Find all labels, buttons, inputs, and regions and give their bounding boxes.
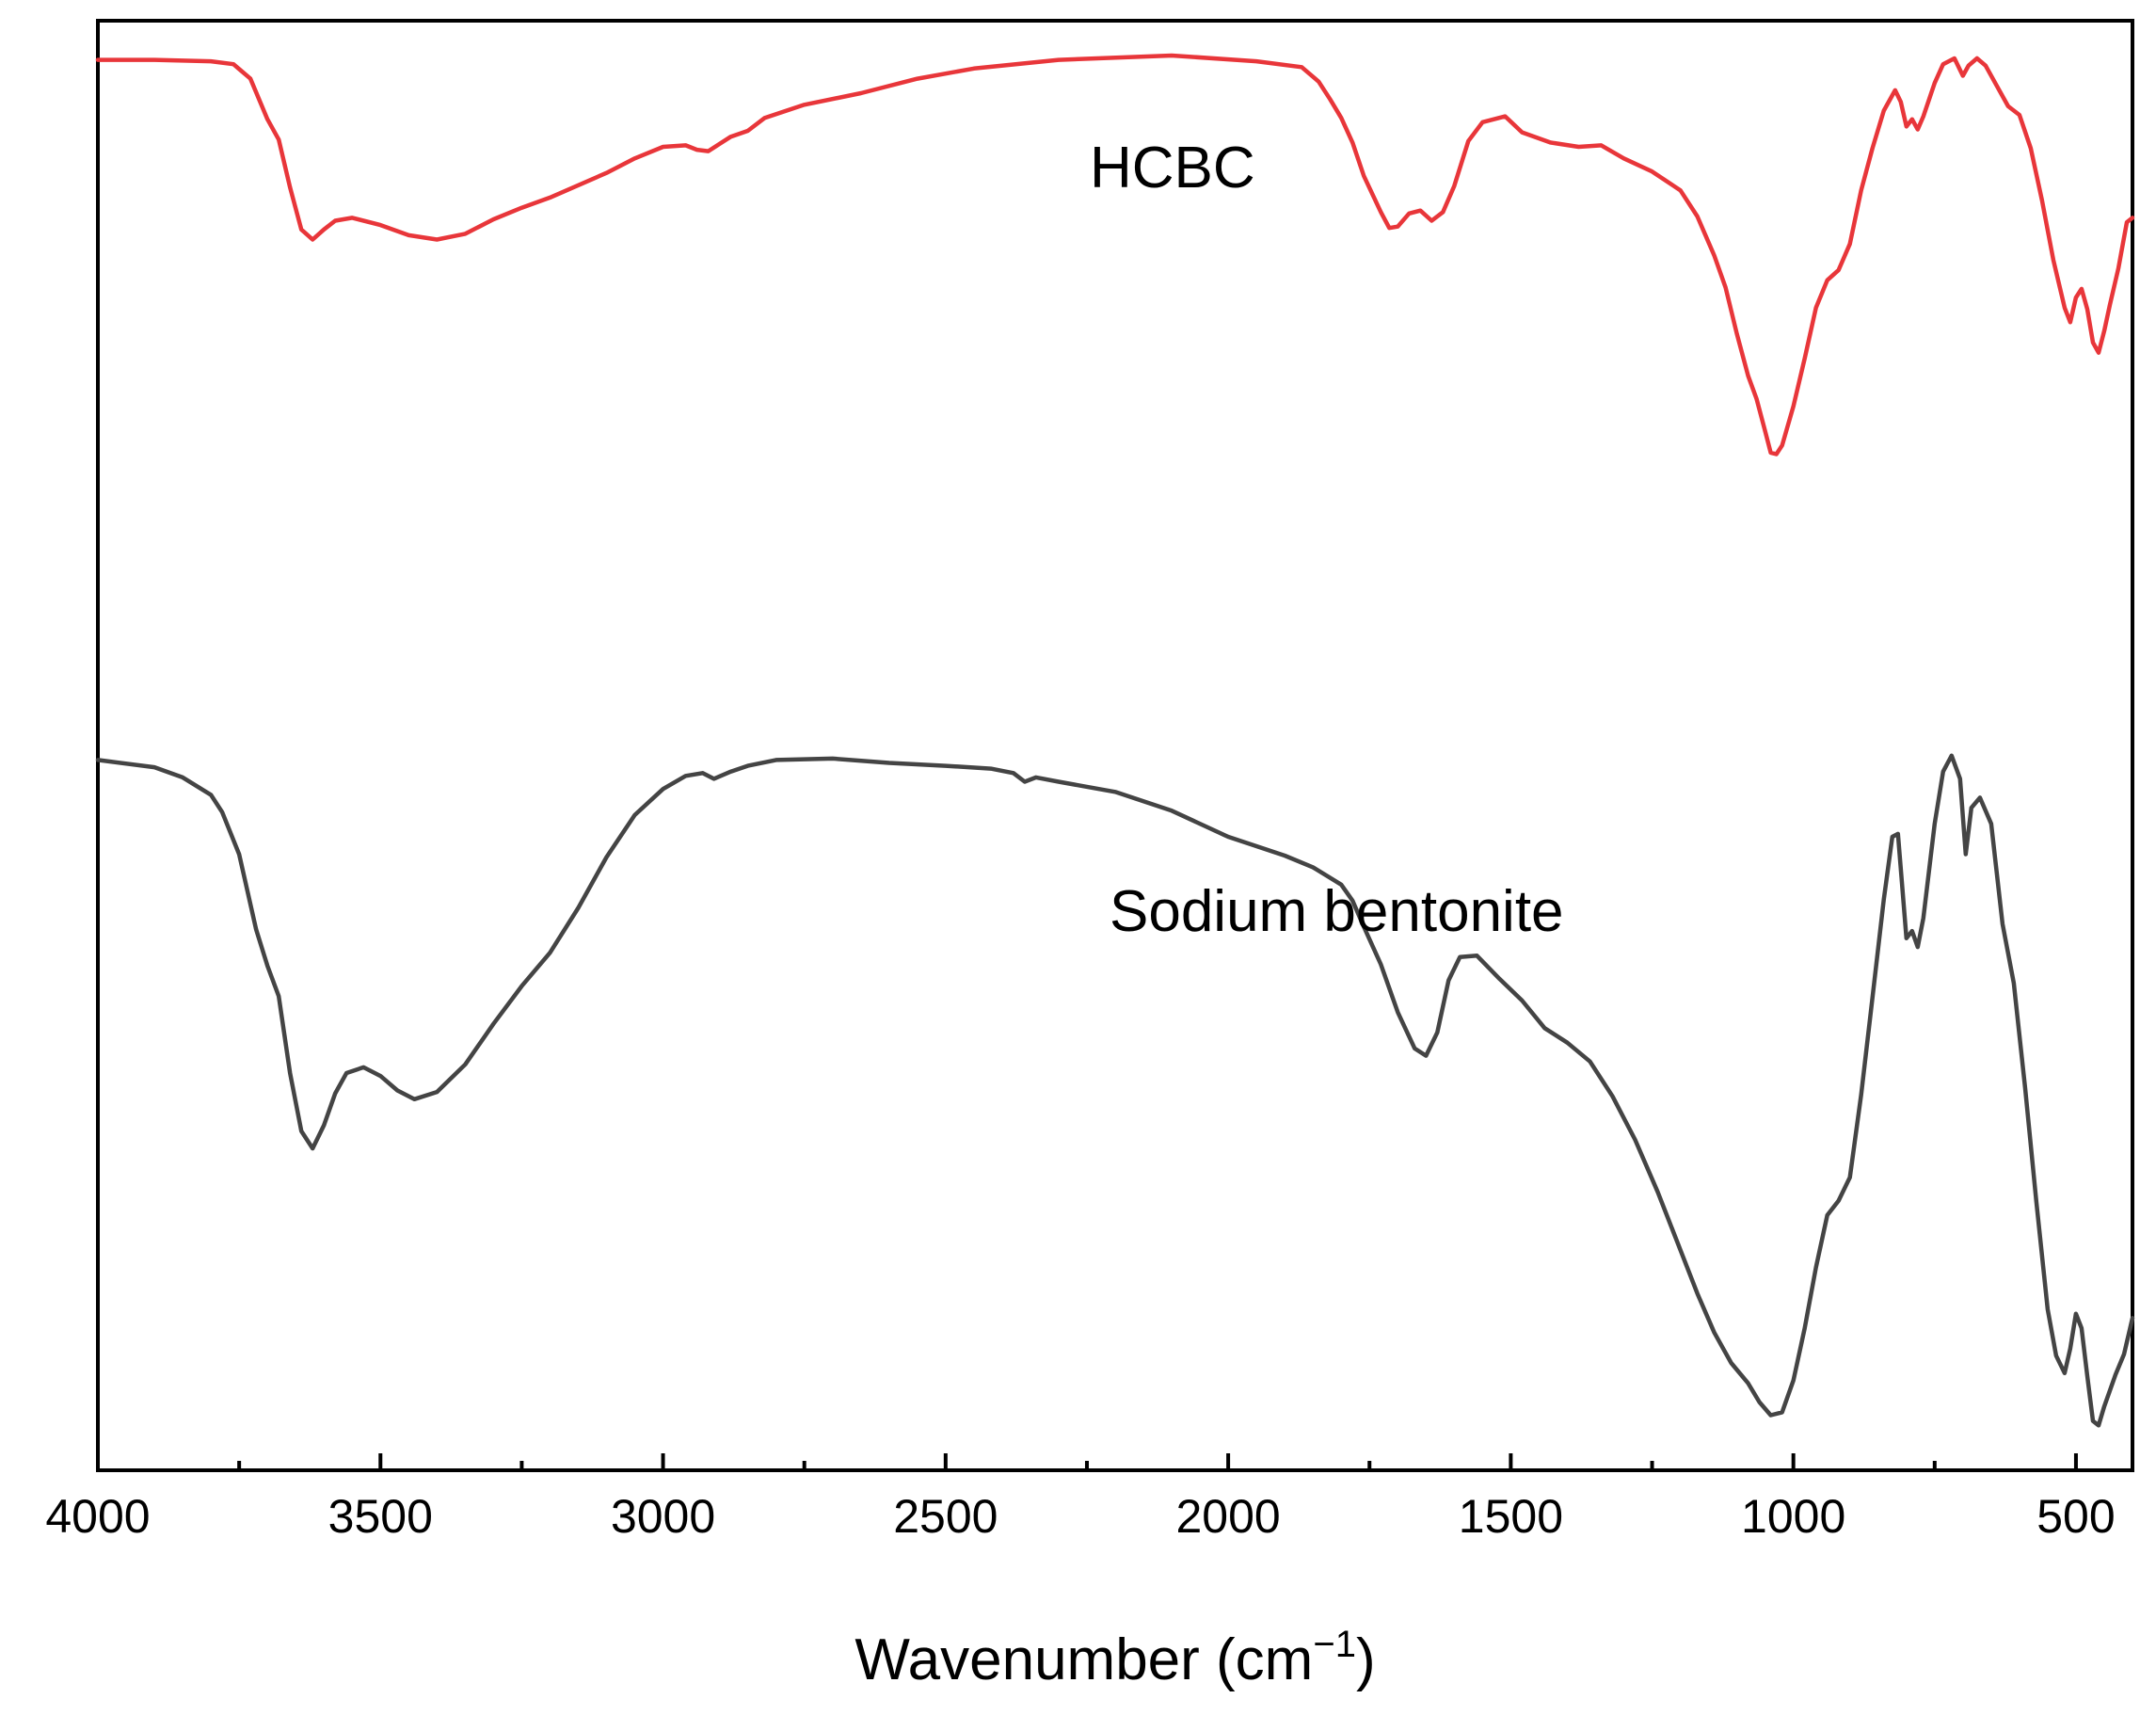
x-tick-label: 2000	[1175, 1490, 1280, 1543]
series-label-1: HCBC	[1090, 136, 1255, 200]
x-tick-label: 2500	[893, 1490, 998, 1543]
x-tick-label: 3000	[611, 1490, 715, 1543]
series-line-2	[95, 753, 2135, 1428]
x-axis-title-suffix: )	[1356, 1627, 1376, 1692]
series-line-1	[95, 53, 2135, 457]
x-axis-title-superscript: −1	[1313, 1624, 1356, 1665]
x-tick-label: 500	[2036, 1490, 2115, 1543]
x-tick-label: 1500	[1459, 1490, 1563, 1543]
series-label-2: Sodium bentonite	[1110, 879, 1564, 944]
plot-frame	[96, 19, 2134, 1472]
x-axis-ticks: 4000 3500 3000 2500 2000 1500 1000 500	[45, 1453, 2116, 1543]
x-axis-title-main: Wavenumber (cm	[854, 1627, 1313, 1692]
x-axis-title: Wavenumber (cm−1)	[854, 1624, 1375, 1692]
x-tick-label: 1000	[1741, 1490, 1845, 1543]
series-labels: HCBC Sodium bentonite	[1090, 136, 1564, 944]
x-tick-label: 4000	[45, 1490, 150, 1543]
x-tick-label: 3500	[328, 1490, 433, 1543]
series-layer	[95, 53, 2135, 1428]
